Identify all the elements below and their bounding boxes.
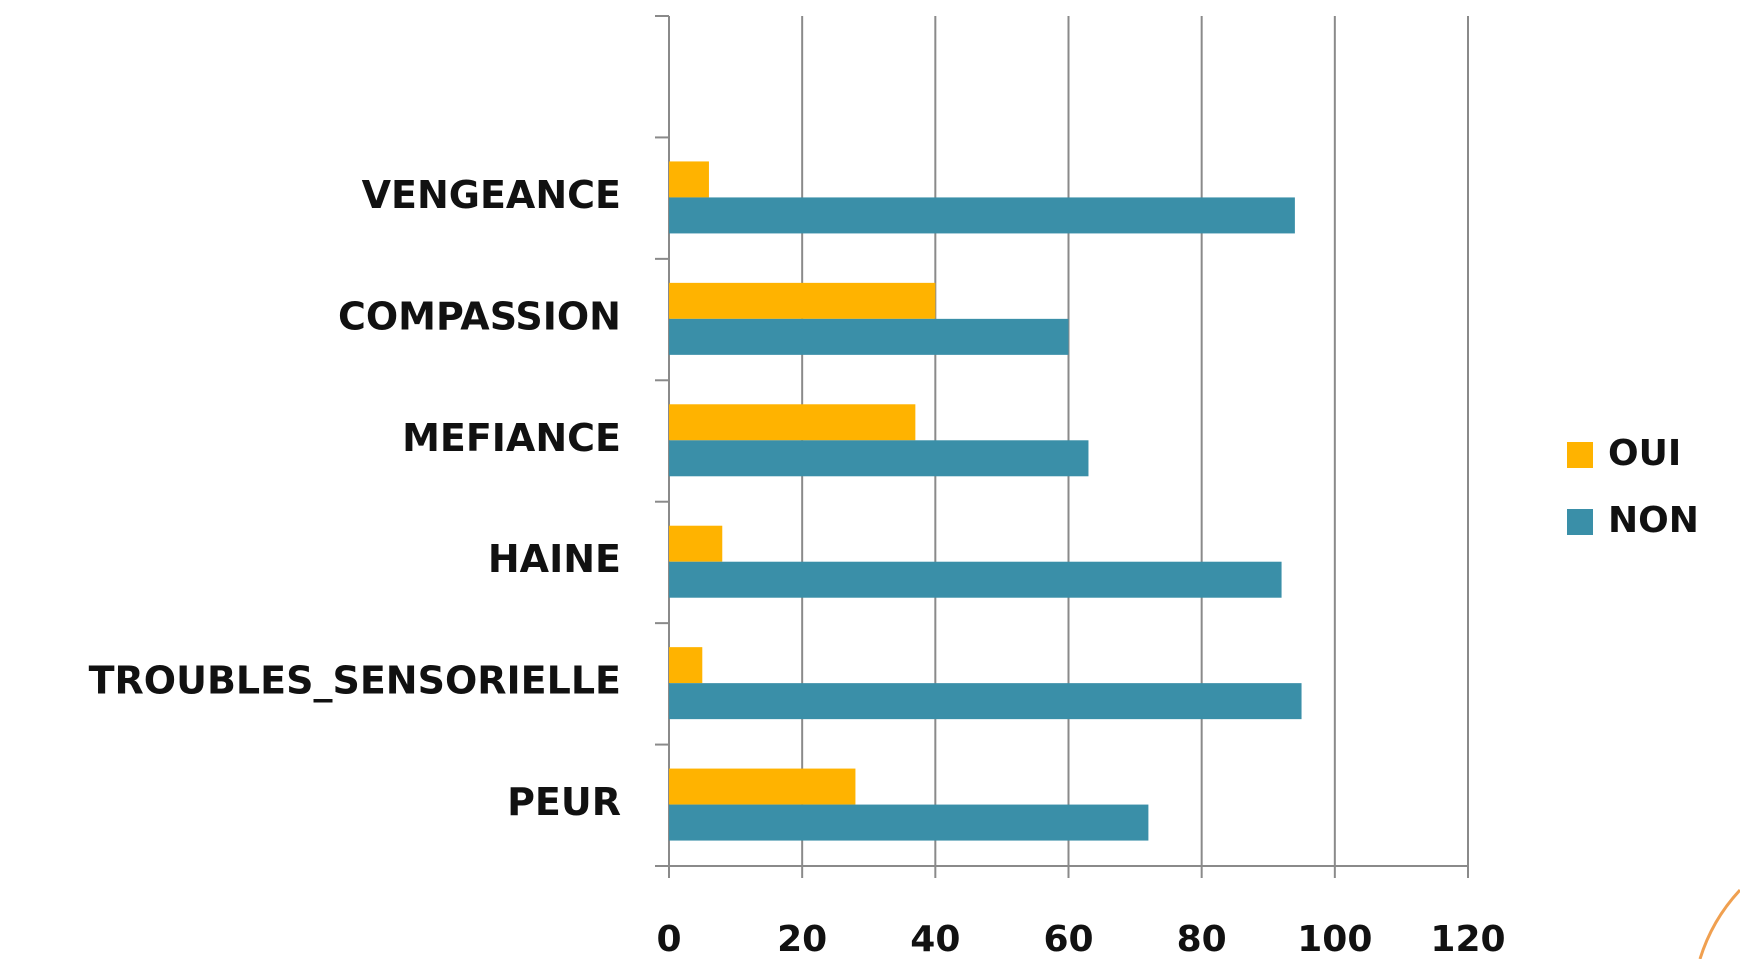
x-tick-label: 40 [910, 919, 960, 959]
x-tick-label: 20 [777, 919, 827, 959]
bar [669, 282, 936, 319]
bar [669, 197, 1295, 234]
bar [669, 404, 916, 441]
category-label: VENGEANCE [362, 173, 621, 217]
x-tick-label: 100 [1297, 919, 1372, 959]
category-label: MEFIANCE [402, 416, 621, 460]
bar [669, 318, 1069, 355]
x-tick-label: 0 [656, 919, 681, 959]
bar [669, 683, 1302, 720]
legend-label: OUI [1608, 433, 1681, 474]
category-label: HAINE [488, 537, 621, 581]
x-tick-label: 60 [1043, 919, 1093, 959]
legend-label: NON [1608, 500, 1699, 541]
bar [669, 525, 723, 562]
legend-swatch [1567, 442, 1593, 468]
bar [669, 647, 703, 684]
corner-decoration [1698, 888, 1740, 959]
bar [669, 161, 709, 198]
category-label: PEUR [507, 780, 621, 824]
bar [669, 561, 1282, 598]
bar [669, 804, 1149, 841]
category-label: TROUBLES_SENSORIELLE [89, 659, 621, 703]
x-tick-label: 80 [1177, 919, 1227, 959]
legend-swatch [1567, 509, 1593, 535]
x-tick-label: 120 [1430, 919, 1505, 959]
bar [669, 440, 1089, 477]
bar [669, 768, 856, 805]
category-label: COMPASSION [338, 294, 621, 338]
